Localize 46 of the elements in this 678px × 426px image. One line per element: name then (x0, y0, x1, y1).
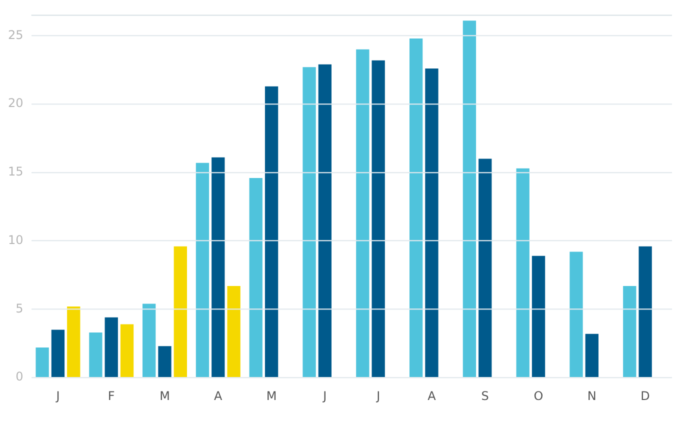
bar (51, 330, 65, 377)
x-tick-label: J (322, 388, 327, 403)
y-tick-label: 10 (8, 232, 24, 247)
bar (409, 38, 423, 377)
bar (89, 332, 102, 377)
bar (516, 168, 530, 377)
bar (212, 157, 225, 377)
bar (227, 286, 240, 377)
x-tick-label: J (55, 388, 60, 403)
bar (302, 67, 316, 377)
x-tick-label: M (160, 388, 170, 403)
bar (570, 252, 583, 377)
bar (104, 317, 118, 377)
x-tick-label: A (214, 388, 224, 403)
bar (249, 178, 262, 377)
x-tick-label: O (534, 388, 544, 403)
x-tick-label: F (108, 388, 115, 403)
bar (158, 346, 172, 377)
bar (585, 334, 598, 377)
y-tick-label: 20 (8, 96, 24, 110)
bar (638, 246, 652, 377)
bar (372, 60, 385, 377)
bar (196, 162, 210, 377)
bar (142, 304, 156, 377)
bar (623, 286, 636, 377)
bar (67, 306, 80, 377)
y-tick-label: 0 (16, 370, 24, 384)
x-tick-label: D (640, 388, 650, 403)
x-tick-label: N (587, 388, 596, 403)
bar (356, 49, 370, 377)
bar (264, 86, 278, 377)
bar (36, 348, 49, 377)
x-tick-label: J (376, 388, 380, 403)
bar (174, 246, 187, 377)
bar (318, 64, 332, 377)
x-tick-label: A (428, 388, 437, 403)
x-tick-label: S (481, 388, 489, 403)
bar (425, 68, 438, 377)
y-tick-label: 25 (8, 28, 24, 42)
bar (462, 20, 476, 377)
bar (532, 256, 546, 377)
y-tick-label: 5 (16, 301, 24, 316)
x-tick-label: M (266, 388, 277, 403)
y-tick-label: 15 (8, 164, 24, 179)
bar (120, 324, 134, 377)
bar (478, 158, 492, 377)
